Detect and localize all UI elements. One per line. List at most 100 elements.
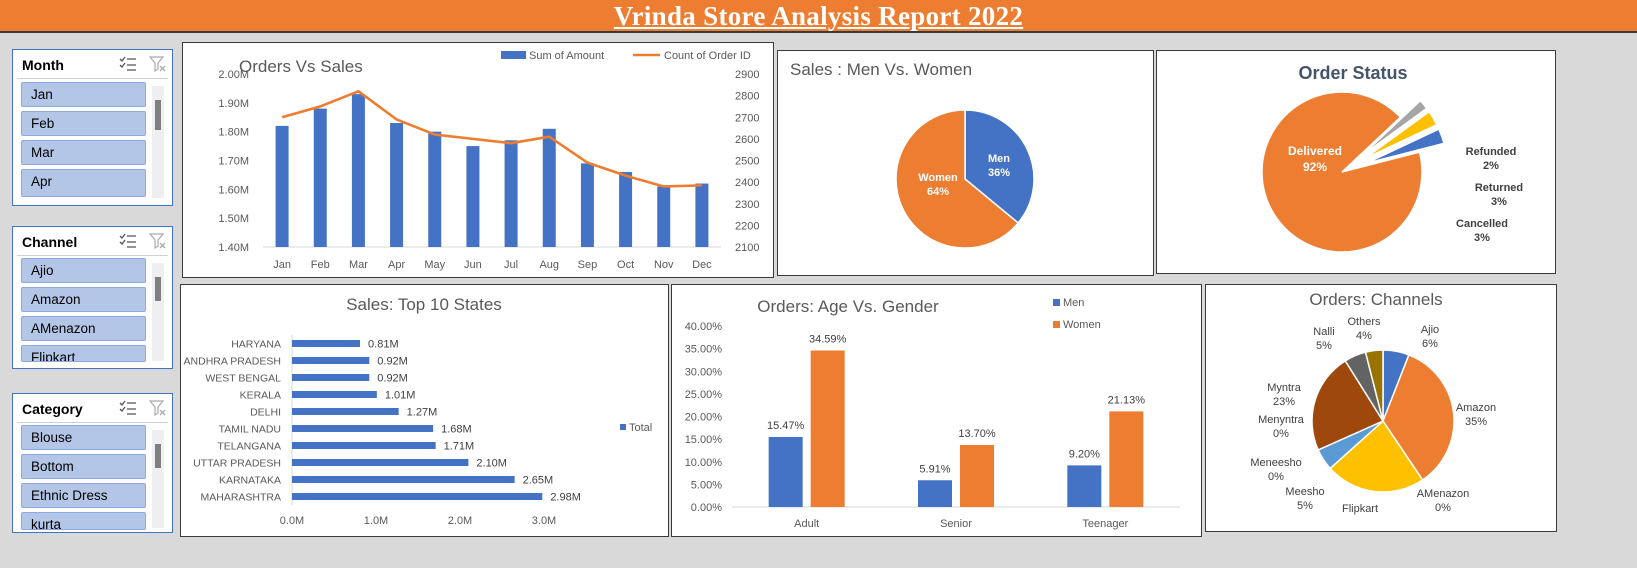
y-tick-label: TAMIL NADU bbox=[219, 424, 281, 436]
clear-filter-icon[interactable] bbox=[149, 233, 167, 249]
slicer-item-amazon[interactable]: Amazon bbox=[21, 287, 146, 312]
legend-label: Men bbox=[1063, 297, 1084, 309]
y-tick-label: 40.00% bbox=[685, 321, 723, 333]
y2-tick-label: 2800 bbox=[735, 91, 759, 103]
slicer-scrollbar[interactable] bbox=[152, 263, 164, 361]
slicer-item-flipkart[interactable]: Flipkart bbox=[21, 345, 146, 362]
y2-tick-label: 2200 bbox=[735, 220, 759, 232]
legend-label: Total bbox=[629, 422, 652, 434]
men-vs-women-panel: Sales : Men Vs. Women Men 36% Women 64% bbox=[777, 50, 1154, 276]
men-vs-women-chart: Sales : Men Vs. Women Men 36% Women 64% bbox=[790, 60, 1035, 249]
slice-label: Meesho bbox=[1285, 486, 1324, 498]
slicer-item-blouse[interactable]: Blouse bbox=[21, 425, 146, 450]
slicer-scrollbar[interactable] bbox=[152, 86, 164, 198]
slicer-item-amenazon[interactable]: AMenazon bbox=[21, 316, 146, 341]
scrollbar-thumb[interactable] bbox=[155, 277, 161, 301]
y-tick-label: TELANGANA bbox=[217, 441, 281, 453]
data-label: 21.13% bbox=[1108, 394, 1146, 406]
slice-value: 64% bbox=[927, 186, 949, 198]
chart-title: Orders: Channels bbox=[1309, 290, 1442, 309]
y2-tick-label: 2400 bbox=[735, 177, 759, 189]
y-tick-label: 1.40M bbox=[218, 242, 249, 254]
x-tick-label: Jun bbox=[464, 259, 482, 271]
y-tick-label: 1.90M bbox=[218, 98, 249, 110]
bar-men bbox=[1067, 465, 1102, 507]
x-tick-label: Jul bbox=[504, 259, 518, 271]
x-tick-label: Apr bbox=[388, 259, 405, 271]
legend-swatch bbox=[620, 424, 626, 430]
slice-value: 0% bbox=[1273, 428, 1289, 440]
report-title-bar: Vrinda Store Analysis Report 2022 bbox=[0, 0, 1637, 33]
clear-filter-icon[interactable] bbox=[149, 56, 167, 72]
data-label: 0.92M bbox=[377, 373, 408, 385]
slice-value: 92% bbox=[1303, 160, 1327, 174]
pie-slice-amazon bbox=[1382, 353, 1455, 481]
line-order-count bbox=[281, 89, 702, 188]
slice-label: Flipkart bbox=[1342, 503, 1378, 515]
pie-slice-women bbox=[895, 109, 1020, 249]
data-label: 34.59% bbox=[809, 333, 847, 345]
slicer-scrollbar[interactable] bbox=[152, 430, 164, 528]
multi-select-icon[interactable] bbox=[119, 233, 137, 249]
bar-state bbox=[292, 425, 434, 432]
slicer-item-ajio[interactable]: Ajio bbox=[21, 258, 146, 283]
y-tick-label: KERALA bbox=[240, 390, 281, 402]
top-10-states-panel: Sales: Top 10 States HARYANA 0.81M ANDHRA P… bbox=[180, 284, 669, 537]
x-tick-label: Adult bbox=[794, 518, 819, 530]
slice-label: Others bbox=[1347, 316, 1381, 328]
y-tick-label: UTTAR PRADESH bbox=[193, 458, 281, 470]
slicer-item-feb[interactable]: Feb bbox=[21, 111, 146, 136]
slicer-item-bottom[interactable]: Bottom bbox=[21, 454, 146, 479]
bar-amount bbox=[504, 140, 518, 247]
data-label: 1.71M bbox=[444, 441, 475, 453]
channel-slicer[interactable]: Channel Ajio Amazon AMenazon Flipkart bbox=[12, 226, 173, 369]
multi-select-icon[interactable] bbox=[119, 400, 137, 416]
x-tick-label: Teenager bbox=[1082, 518, 1128, 530]
bar-amount bbox=[428, 131, 442, 247]
pie-slice-refunded bbox=[1361, 99, 1428, 157]
data-label: 15.47% bbox=[767, 420, 805, 432]
slicer-item-mar[interactable]: Mar bbox=[21, 140, 146, 165]
channels-panel: Orders: Channels Ajio 6% Amazon 35% AMenazon 0… bbox=[1205, 284, 1557, 532]
bar-amount bbox=[390, 123, 404, 247]
slice-label: Meneesho bbox=[1250, 457, 1301, 469]
slice-label: Amazon bbox=[1456, 402, 1496, 414]
slicer-item-ethnic-dress[interactable]: Ethnic Dress bbox=[21, 483, 146, 508]
age-vs-gender-panel: Orders: Age Vs. Gender 0.00% 5.00% 10.00% 15… bbox=[671, 284, 1202, 537]
data-label: 5.91% bbox=[919, 463, 950, 475]
bar-amount bbox=[275, 125, 289, 247]
x-tick-label: Sep bbox=[578, 259, 598, 271]
bar-amount bbox=[695, 183, 709, 247]
slicer-item-apr[interactable]: Apr bbox=[21, 169, 146, 197]
scrollbar-thumb[interactable] bbox=[155, 100, 161, 130]
bar-amount bbox=[351, 94, 365, 247]
chart-title: Sales: Top 10 States bbox=[346, 295, 502, 314]
slicer-item-jan[interactable]: Jan bbox=[21, 82, 146, 107]
clear-filter-icon[interactable] bbox=[149, 400, 167, 416]
y-tick-label: 2.00M bbox=[218, 69, 249, 81]
legend-swatch bbox=[1053, 299, 1060, 306]
order-status-panel: Order Status Delivered 92% Refunded 2% Return… bbox=[1156, 50, 1556, 274]
legend-label: Sum of Amount bbox=[529, 50, 604, 62]
bar-state bbox=[292, 442, 436, 449]
scrollbar-thumb[interactable] bbox=[155, 444, 161, 468]
category-slicer[interactable]: Category Blouse Bottom Ethnic Dress kurt… bbox=[12, 393, 173, 533]
slicer-divider bbox=[17, 422, 168, 423]
slicer-title: Month bbox=[22, 57, 64, 73]
orders-vs-sales-chart: Orders Vs Sales 1.40M 1.50M 1.60M 1.70M 1.80M… bbox=[218, 50, 759, 271]
multi-select-icon[interactable] bbox=[119, 56, 137, 72]
y-tick-label: 1.60M bbox=[218, 184, 249, 196]
bar-state bbox=[292, 340, 361, 347]
slice-value: 0% bbox=[1268, 471, 1284, 483]
data-label: 2.10M bbox=[476, 458, 507, 470]
y2-tick-label: 2300 bbox=[735, 199, 759, 211]
x-tick-label: Feb bbox=[311, 259, 330, 271]
pie-slice-returned bbox=[1363, 110, 1438, 160]
y2-tick-label: 2500 bbox=[735, 156, 759, 168]
y-tick-label: 10.00% bbox=[685, 457, 723, 469]
month-slicer[interactable]: Month Jan Feb Mar Apr bbox=[12, 49, 173, 206]
slicer-item-kurta[interactable]: kurta bbox=[21, 512, 146, 530]
y-tick-label: KARNATAKA bbox=[219, 475, 281, 487]
y-tick-label: 1.70M bbox=[218, 156, 249, 168]
slicer-title: Category bbox=[22, 401, 83, 417]
